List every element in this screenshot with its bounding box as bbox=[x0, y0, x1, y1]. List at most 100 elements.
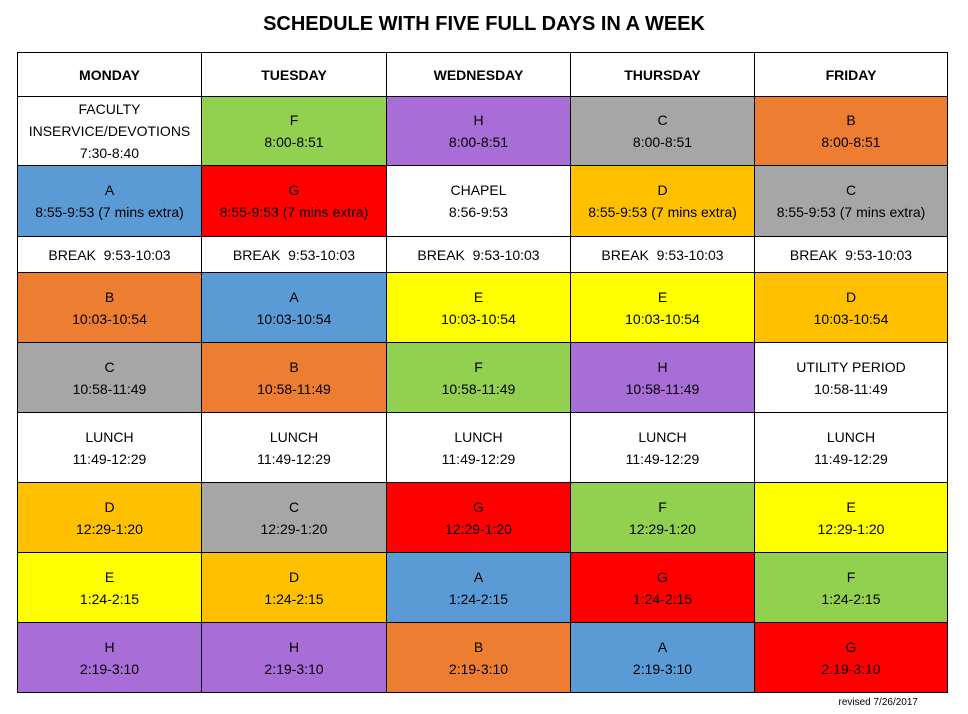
header-row: MONDAY TUESDAY WEDNESDAY THURSDAY FRIDAY bbox=[17, 52, 948, 97]
period-cell-tuesday: C 12:29-1:20 bbox=[201, 482, 387, 553]
period-row: B 10:03-10:54 A 10:03-10:54 E 10:03-10:54 E 10:… bbox=[17, 272, 948, 343]
cell-time: 1:24-2:15 bbox=[264, 590, 324, 607]
period-cell-monday: C 10:58-11:49 bbox=[17, 342, 202, 413]
period-cell-wednesday: H 8:00-8:51 bbox=[386, 96, 571, 166]
period-cell-thursday: H 10:58-11:49 bbox=[570, 342, 755, 413]
cell-time: 10:03-10:54 bbox=[256, 310, 332, 327]
period-cell-monday: B 10:03-10:54 bbox=[17, 272, 202, 343]
day-header-wednesday: WEDNESDAY bbox=[386, 52, 571, 97]
period-cell-monday: FACULTY INSERVICE/DEVOTIONS 7:30-8:40 bbox=[17, 96, 202, 166]
break-cell-thursday: BREAK 9:53-10:03 bbox=[570, 236, 755, 273]
period-row: D 12:29-1:20 C 12:29-1:20 G 12:29-1:20 F 12:29-… bbox=[17, 482, 948, 553]
cell-time: 12:29-1:20 bbox=[445, 520, 512, 537]
cell-label: FACULTY INSERVICE/DEVOTIONS bbox=[28, 101, 191, 139]
cell-label: D bbox=[288, 568, 300, 585]
cell-label: B bbox=[473, 638, 484, 655]
cell-label: G bbox=[288, 182, 300, 198]
cell-time: 8:00-8:51 bbox=[632, 134, 693, 150]
cell-label: F bbox=[289, 112, 299, 128]
cell-time: 2:19-3:10 bbox=[821, 660, 881, 677]
cell-label: H bbox=[473, 112, 484, 128]
cell-label: F bbox=[658, 498, 667, 515]
cell-label: E bbox=[657, 288, 668, 305]
cell-label: BREAK 9:53-10:03 bbox=[789, 246, 913, 263]
cell-time: 10:58-11:49 bbox=[441, 380, 516, 397]
period-cell-tuesday: G 8:55-9:53 (7 mins extra) bbox=[201, 165, 387, 237]
cell-time: 8:55-9:53 (7 mins extra) bbox=[219, 204, 369, 220]
cell-time: 1:24-2:15 bbox=[448, 590, 509, 607]
cell-label: F bbox=[474, 358, 483, 375]
period-cell-thursday: C 8:00-8:51 bbox=[570, 96, 755, 166]
period-row: C 10:58-11:49 B 10:58-11:49 F 10:58-11:49 H 10:… bbox=[17, 342, 948, 413]
period-cell-tuesday: A 10:03-10:54 bbox=[201, 272, 387, 343]
period-cell-friday: F 1:24-2:15 bbox=[754, 552, 948, 623]
cell-time: 10:03-10:54 bbox=[625, 310, 700, 327]
period-cell-tuesday: B 10:58-11:49 bbox=[201, 342, 387, 413]
cell-label: H bbox=[657, 358, 668, 375]
period-cell-thursday: A 2:19-3:10 bbox=[570, 622, 755, 693]
cell-label: LUNCH bbox=[454, 428, 503, 445]
cell-time: 10:58-11:49 bbox=[814, 380, 888, 397]
cell-label: B bbox=[104, 288, 115, 305]
cell-label: D bbox=[657, 182, 668, 198]
cell-label: UTILITY PERIOD bbox=[796, 358, 906, 375]
cell-label: D bbox=[104, 498, 115, 515]
period-cell-friday: UTILITY PERIOD 10:58-11:49 bbox=[754, 342, 948, 413]
cell-label: A bbox=[473, 568, 484, 585]
cell-time: 8:56-9:53 bbox=[448, 204, 509, 220]
period-cell-thursday: D 8:55-9:53 (7 mins extra) bbox=[570, 165, 755, 237]
period-cell-monday: E 1:24-2:15 bbox=[17, 552, 202, 623]
cell-label: C bbox=[104, 358, 115, 375]
period-row: FACULTY INSERVICE/DEVOTIONS 7:30-8:40 F 8:0… bbox=[17, 96, 948, 166]
cell-label: C bbox=[657, 112, 668, 128]
period-cell-friday: B 8:00-8:51 bbox=[754, 96, 948, 166]
cell-time: 12:29-1:20 bbox=[817, 520, 885, 537]
cell-label: BREAK 9:53-10:03 bbox=[601, 246, 724, 263]
period-cell-monday: A 8:55-9:53 (7 mins extra) bbox=[17, 165, 202, 237]
period-row: E 1:24-2:15 D 1:24-2:15 A 1:24-2:15 G 1:24-2:15… bbox=[17, 552, 948, 623]
cell-time: 10:58-11:49 bbox=[625, 380, 700, 397]
cell-label: E bbox=[473, 288, 484, 305]
day-header-friday: FRIDAY bbox=[754, 52, 948, 97]
cell-time: 8:55-9:53 (7 mins extra) bbox=[588, 204, 737, 220]
cell-label: A bbox=[657, 638, 668, 655]
cell-label: BREAK 9:53-10:03 bbox=[232, 246, 356, 263]
page-title: SCHEDULE WITH FIVE FULL DAYS IN A WEEK bbox=[263, 13, 705, 35]
cell-label: B bbox=[289, 358, 299, 375]
cell-label: LUNCH bbox=[85, 428, 134, 445]
cell-label: B bbox=[846, 112, 856, 128]
cell-time: 2:19-3:10 bbox=[264, 660, 324, 677]
cell-time: 1:24-2:15 bbox=[79, 590, 140, 607]
cell-time: 12:29-1:20 bbox=[629, 520, 696, 537]
lunch-cell-tuesday: LUNCH 11:49-12:29 bbox=[201, 412, 387, 483]
cell-label: C bbox=[845, 182, 857, 198]
period-cell-wednesday: B 2:19-3:10 bbox=[386, 622, 571, 693]
period-cell-friday: G 2:19-3:10 bbox=[754, 622, 948, 693]
period-cell-thursday: G 1:24-2:15 bbox=[570, 552, 755, 623]
cell-time: 8:00-8:51 bbox=[821, 134, 881, 150]
period-cell-wednesday: A 1:24-2:15 bbox=[386, 552, 571, 623]
lunch-cell-monday: LUNCH 11:49-12:29 bbox=[17, 412, 202, 483]
revision-note: revised 7/26/2017 bbox=[838, 697, 918, 708]
cell-label: F bbox=[846, 568, 856, 585]
cell-time: 8:55-9:53 (7 mins extra) bbox=[35, 204, 184, 220]
cell-label: G bbox=[473, 498, 484, 515]
break-cell-friday: BREAK 9:53-10:03 bbox=[754, 236, 948, 273]
break-cell-wednesday: BREAK 9:53-10:03 bbox=[386, 236, 571, 273]
cell-time: 10:58-11:49 bbox=[257, 380, 331, 397]
period-cell-wednesday: E 10:03-10:54 bbox=[386, 272, 571, 343]
day-header-tuesday: TUESDAY bbox=[201, 52, 387, 97]
cell-time: 8:00-8:51 bbox=[264, 134, 324, 150]
day-header-monday: MONDAY bbox=[17, 52, 202, 97]
cell-label: H bbox=[104, 638, 115, 655]
period-cell-tuesday: F 8:00-8:51 bbox=[201, 96, 387, 166]
cell-time: 11:49-12:29 bbox=[814, 450, 888, 467]
lunch-cell-wednesday: LUNCH 11:49-12:29 bbox=[386, 412, 571, 483]
break-cell-tuesday: BREAK 9:53-10:03 bbox=[201, 236, 387, 273]
cell-time: 8:00-8:51 bbox=[448, 134, 509, 150]
cell-label: D bbox=[845, 288, 857, 305]
period-cell-wednesday: G 12:29-1:20 bbox=[386, 482, 571, 553]
cell-label: A bbox=[289, 288, 299, 305]
cell-label: E bbox=[104, 568, 115, 585]
